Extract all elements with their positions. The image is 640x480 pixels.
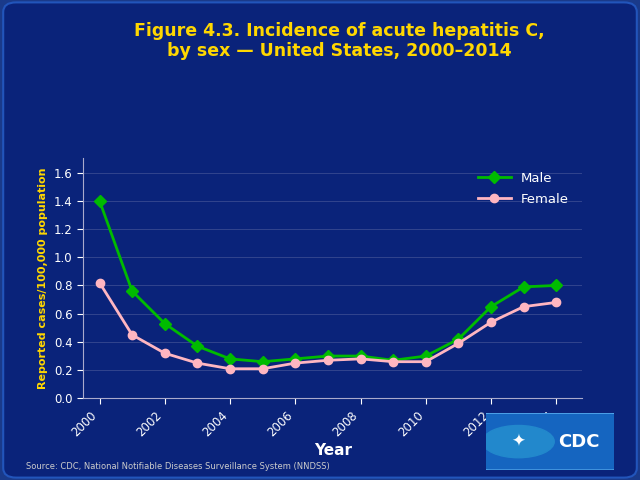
Male <box>520 284 527 290</box>
Female <box>552 300 560 305</box>
Female <box>161 350 168 356</box>
Male <box>161 321 168 326</box>
Female <box>487 319 495 325</box>
Male <box>324 353 332 359</box>
Circle shape <box>483 425 554 458</box>
Male <box>487 304 495 310</box>
Female <box>193 360 201 366</box>
Female <box>128 332 136 338</box>
Male <box>291 356 299 362</box>
Text: CDC: CDC <box>558 432 599 451</box>
Female <box>356 356 364 362</box>
Text: Source: CDC, National Notifiable Diseases Surveillance System (NNDSS): Source: CDC, National Notifiable Disease… <box>26 462 330 471</box>
X-axis label: Year: Year <box>314 444 352 458</box>
Male <box>259 359 266 365</box>
Male <box>422 353 429 359</box>
Y-axis label: Reported cases/100,000 population: Reported cases/100,000 population <box>38 168 49 389</box>
Legend: Male, Female: Male, Female <box>471 165 576 213</box>
Female <box>95 280 103 286</box>
Male <box>193 343 201 349</box>
Female <box>422 359 429 365</box>
FancyBboxPatch shape <box>3 2 637 478</box>
Male <box>552 283 560 288</box>
Line: Male: Male <box>95 197 561 366</box>
FancyBboxPatch shape <box>489 418 548 466</box>
Male <box>128 288 136 294</box>
Female <box>454 340 462 346</box>
Text: ✦: ✦ <box>511 432 525 451</box>
Female <box>520 304 527 310</box>
Female <box>291 360 299 366</box>
Line: Female: Female <box>95 278 561 373</box>
Female <box>226 366 234 372</box>
Male <box>95 198 103 204</box>
Female <box>389 359 397 365</box>
Female <box>259 366 266 372</box>
Male <box>454 336 462 342</box>
Male <box>356 353 364 359</box>
Male <box>389 358 397 363</box>
Text: Figure 4.3. Incidence of acute hepatitis C,
by sex — United States, 2000–2014: Figure 4.3. Incidence of acute hepatitis… <box>134 22 545 60</box>
Male <box>226 356 234 362</box>
Female <box>324 358 332 363</box>
FancyBboxPatch shape <box>483 413 618 470</box>
